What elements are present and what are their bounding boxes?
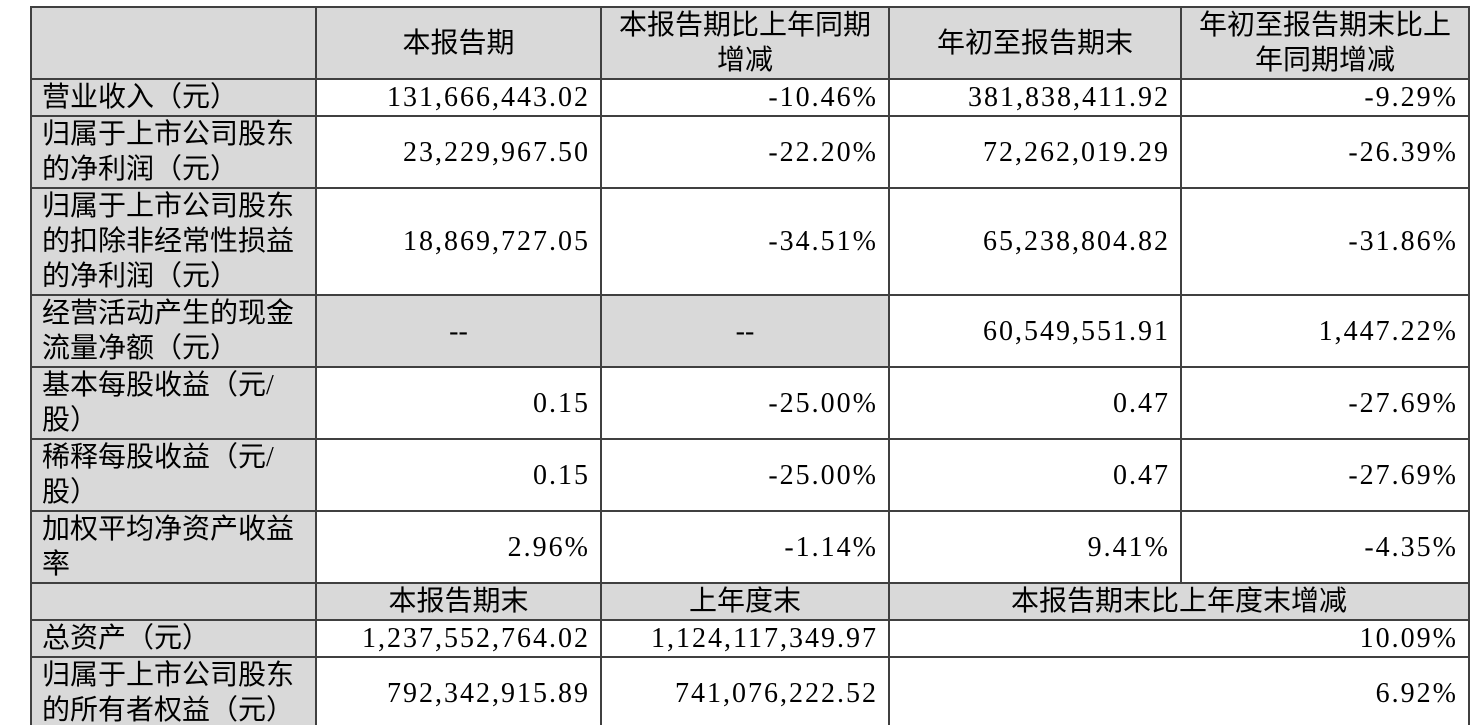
value-cell-current-yoy-na: -- xyxy=(600,294,890,368)
financial-summary-table: 本报告期 本报告期比上年同期增减 年初至报告期末 年初至报告期末比上年同期增减 … xyxy=(30,6,1470,725)
value-cell-current: 131,666,443.02 xyxy=(315,78,602,117)
value-cell-ytd-yoy: -27.69% xyxy=(1180,438,1470,512)
value-cell-period-end: 1,237,552,764.02 xyxy=(315,619,602,658)
value-cell-current-yoy: -25.00% xyxy=(600,366,890,440)
value-cell-change: 10.09% xyxy=(888,619,1470,658)
value-cell-current-yoy: -1.14% xyxy=(600,510,890,584)
row-label: 归属于上市公司股东的净利润（元） xyxy=(30,115,317,189)
value-cell-change: 6.92% xyxy=(888,656,1470,725)
value-cell-current-yoy: -34.51% xyxy=(600,187,890,296)
header-cell-current-period: 本报告期 xyxy=(315,6,602,80)
value-cell-current: 0.15 xyxy=(315,366,602,440)
value-cell-ytd-yoy: -9.29% xyxy=(1180,78,1470,117)
header-cell-period-end-change: 本报告期末比上年度末增减 xyxy=(888,582,1470,621)
value-cell-ytd-yoy: -27.69% xyxy=(1180,366,1470,440)
value-cell-current: 2.96% xyxy=(315,510,602,584)
value-cell-ytd-yoy: -26.39% xyxy=(1180,115,1470,189)
table-row-weighted-avg-roe: 加权平均净资产收益率 2.96% -1.14% 9.41% -4.35% xyxy=(30,510,1470,584)
value-cell-ytd: 0.47 xyxy=(888,366,1182,440)
value-cell-current-na: -- xyxy=(315,294,602,368)
header-corner-cell xyxy=(30,6,317,80)
table-row-net-profit-deducted: 归属于上市公司股东的扣除非经常性损益的净利润（元） 18,869,727.05 … xyxy=(30,187,1470,296)
value-cell-current: 23,229,967.50 xyxy=(315,115,602,189)
table-row-equity-attributable: 归属于上市公司股东的所有者权益（元） 792,342,915.89 741,07… xyxy=(30,656,1470,725)
row-label: 稀释每股收益（元/股） xyxy=(30,438,317,512)
header-cell-ytd: 年初至报告期末 xyxy=(888,6,1182,80)
value-cell-period-end: 792,342,915.89 xyxy=(315,656,602,725)
table-row-basic-eps: 基本每股收益（元/股） 0.15 -25.00% 0.47 -27.69% xyxy=(30,366,1470,440)
table-row-total-assets: 总资产（元） 1,237,552,764.02 1,124,117,349.97… xyxy=(30,619,1470,658)
row-label: 归属于上市公司股东的扣除非经常性损益的净利润（元） xyxy=(30,187,317,296)
table-row-operating-cash-flow: 经营活动产生的现金流量净额（元） -- -- 60,549,551.91 1,4… xyxy=(30,294,1470,368)
value-cell-ytd: 0.47 xyxy=(888,438,1182,512)
value-cell-ytd: 9.41% xyxy=(888,510,1182,584)
value-cell-current-yoy: -10.46% xyxy=(600,78,890,117)
value-cell-current: 18,869,727.05 xyxy=(315,187,602,296)
header-corner-cell-2 xyxy=(30,582,317,621)
value-cell-current-yoy: -22.20% xyxy=(600,115,890,189)
value-cell-current: 0.15 xyxy=(315,438,602,512)
row-label: 基本每股收益（元/股） xyxy=(30,366,317,440)
value-cell-current-yoy: -25.00% xyxy=(600,438,890,512)
header-cell-current-yoy: 本报告期比上年同期增减 xyxy=(600,6,890,80)
value-cell-ytd-yoy: 1,447.22% xyxy=(1180,294,1470,368)
table-row-net-profit: 归属于上市公司股东的净利润（元） 23,229,967.50 -22.20% 7… xyxy=(30,115,1470,189)
table-row-diluted-eps: 稀释每股收益（元/股） 0.15 -25.00% 0.47 -27.69% xyxy=(30,438,1470,512)
row-label: 归属于上市公司股东的所有者权益（元） xyxy=(30,656,317,725)
value-cell-ytd: 381,838,411.92 xyxy=(888,78,1182,117)
table-row-operating-revenue: 营业收入（元） 131,666,443.02 -10.46% 381,838,4… xyxy=(30,78,1470,117)
value-cell-prev-year-end: 741,076,222.52 xyxy=(600,656,890,725)
header-cell-period-end: 本报告期末 xyxy=(315,582,602,621)
header-row-period-end: 本报告期末 上年度末 本报告期末比上年度末增减 xyxy=(30,582,1470,621)
row-label: 加权平均净资产收益率 xyxy=(30,510,317,584)
row-label: 经营活动产生的现金流量净额（元） xyxy=(30,294,317,368)
row-label: 营业收入（元） xyxy=(30,78,317,117)
value-cell-ytd: 72,262,019.29 xyxy=(888,115,1182,189)
header-cell-ytd-yoy: 年初至报告期末比上年同期增减 xyxy=(1180,6,1470,80)
value-cell-ytd-yoy: -31.86% xyxy=(1180,187,1470,296)
value-cell-ytd-yoy: -4.35% xyxy=(1180,510,1470,584)
value-cell-prev-year-end: 1,124,117,349.97 xyxy=(600,619,890,658)
row-label: 总资产（元） xyxy=(30,619,317,658)
header-row-period: 本报告期 本报告期比上年同期增减 年初至报告期末 年初至报告期末比上年同期增减 xyxy=(30,6,1470,80)
value-cell-ytd: 65,238,804.82 xyxy=(888,187,1182,296)
value-cell-ytd: 60,549,551.91 xyxy=(888,294,1182,368)
header-cell-prev-year-end: 上年度末 xyxy=(600,582,890,621)
